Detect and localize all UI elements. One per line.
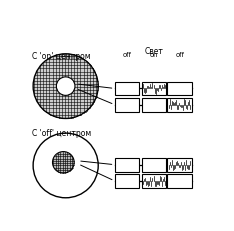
Bar [167,174,192,188]
Text: on: on [150,52,158,58]
Circle shape [52,152,74,173]
Circle shape [33,134,98,198]
Bar [142,82,166,96]
Bar [114,158,139,172]
Bar [142,98,166,112]
Bar [167,98,192,112]
Bar [142,174,166,188]
Circle shape [56,78,75,96]
Bar [142,158,166,172]
Text: Свет: Свет [145,47,164,56]
Circle shape [33,55,98,119]
Bar [167,158,192,172]
Text: С 'off' центром: С 'off' центром [32,129,91,138]
Text: С 'on' центром: С 'on' центром [32,52,91,61]
Bar [114,174,139,188]
Text: off: off [122,52,131,58]
Text: off: off [175,52,184,58]
Bar [114,82,139,96]
Bar [114,98,139,112]
Bar [167,82,192,96]
